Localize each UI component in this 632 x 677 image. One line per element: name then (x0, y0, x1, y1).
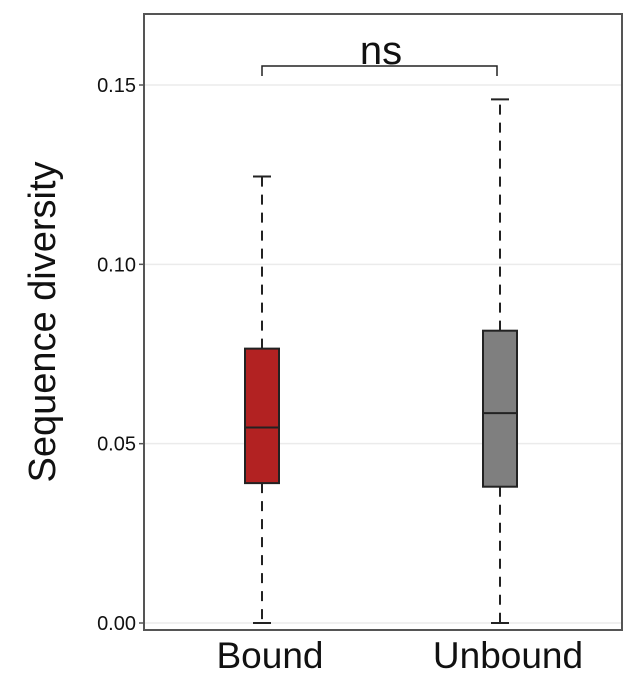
significance-annotation: ns (261, 29, 498, 77)
y-tick-label: 0.10 (97, 254, 136, 276)
y-tick-label: 0.15 (97, 75, 136, 97)
box-iqr (244, 347, 280, 485)
box-unbound (482, 98, 518, 624)
x-axis-category-labels: Bound Unbound (217, 635, 584, 676)
grid-layer (144, 84, 622, 624)
significance-bracket (261, 65, 498, 77)
boxes-layer (244, 98, 518, 624)
box-iqr (482, 329, 518, 488)
x-category-label: Bound (217, 635, 324, 676)
significance-label: ns (360, 29, 402, 73)
y-axis-title: Sequence diversity (22, 161, 64, 482)
box-bound (244, 175, 280, 624)
y-tick-label: 0.00 (97, 613, 136, 635)
plot-frame (143, 13, 623, 631)
y-tick-label: 0.05 (97, 434, 136, 456)
x-category-label: Unbound (433, 635, 583, 676)
y-axis-ticks: 0.00 0.05 0.10 0.15 (97, 75, 144, 635)
